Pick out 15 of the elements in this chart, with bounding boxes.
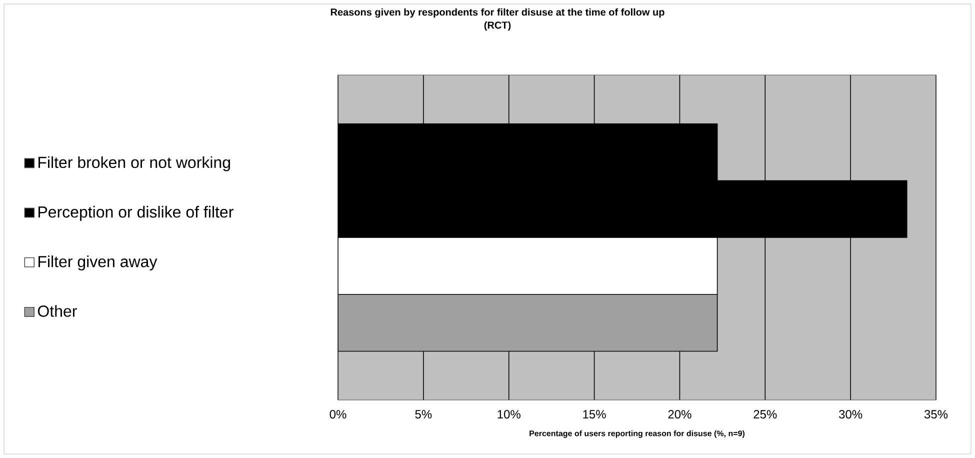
x-tick-label: 20%	[668, 410, 692, 419]
x-tick-label: 10%	[498, 410, 520, 419]
chart-subtitle: (RCT)	[484, 21, 511, 31]
x-tick-label: 15%	[583, 410, 606, 418]
x-tick-label: 0%	[330, 410, 346, 419]
legend-label: Filter broken or not working	[38, 156, 230, 172]
chart-title: Reasons given by respondents for filter disuse at the time of follow up	[330, 8, 664, 18]
legend-label: Filter given away	[38, 256, 158, 270]
legend-label: Perception or dislike of filter	[38, 206, 234, 221]
x-tick-label: 30%	[839, 410, 862, 419]
legend-label: Other	[38, 305, 77, 317]
x-axis-title: Percentage of users reporting reason for disuse (%, n=9)	[530, 430, 744, 438]
x-tick-label: 35%	[924, 410, 948, 419]
x-tick-label: 5%	[415, 410, 432, 418]
x-tick-label: 25%	[754, 410, 777, 419]
